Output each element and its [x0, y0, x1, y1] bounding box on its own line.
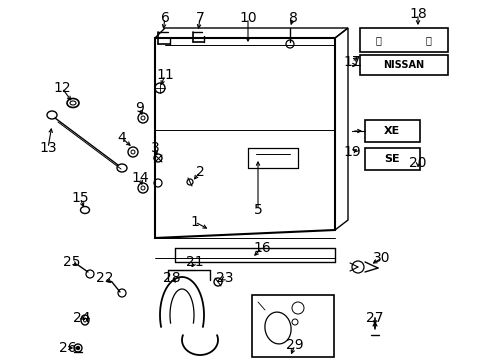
Text: 14: 14 [131, 171, 148, 185]
Text: 9: 9 [135, 101, 144, 115]
Text: 11: 11 [156, 68, 174, 82]
Text: 23: 23 [216, 271, 233, 285]
Text: 13: 13 [39, 141, 57, 155]
Text: 6: 6 [160, 11, 169, 25]
Bar [251, 295, 333, 357]
Text: 后: 后 [424, 35, 430, 45]
Text: 12: 12 [53, 81, 71, 95]
Bar [359, 55, 447, 75]
Text: 22: 22 [96, 271, 114, 285]
Text: 1: 1 [190, 215, 199, 229]
Bar [359, 28, 447, 52]
Text: 29: 29 [285, 338, 303, 352]
Text: 8: 8 [288, 11, 297, 25]
Text: 10: 10 [239, 11, 256, 25]
Circle shape [76, 346, 80, 350]
Text: 5: 5 [253, 203, 262, 217]
Text: 26: 26 [59, 341, 77, 355]
Text: 19: 19 [343, 145, 360, 159]
Text: 7: 7 [195, 11, 204, 25]
Text: 17: 17 [343, 55, 360, 69]
Text: 21: 21 [186, 255, 203, 269]
Text: 24: 24 [73, 311, 91, 325]
Text: 18: 18 [408, 7, 426, 21]
Text: 3: 3 [150, 141, 159, 155]
Text: 27: 27 [366, 311, 383, 325]
Text: 20: 20 [408, 156, 426, 170]
Text: NISSAN: NISSAN [383, 60, 424, 70]
Text: 4: 4 [118, 131, 126, 145]
Text: 16: 16 [253, 241, 270, 255]
Text: 正: 正 [374, 35, 380, 45]
Text: XE: XE [383, 126, 399, 136]
Text: 28: 28 [163, 271, 181, 285]
Bar [364, 148, 419, 170]
Bar [364, 120, 419, 142]
Text: 15: 15 [71, 191, 89, 205]
Text: SE: SE [384, 154, 399, 164]
Text: 2: 2 [195, 165, 204, 179]
Text: 25: 25 [63, 255, 81, 269]
Text: 30: 30 [372, 251, 390, 265]
